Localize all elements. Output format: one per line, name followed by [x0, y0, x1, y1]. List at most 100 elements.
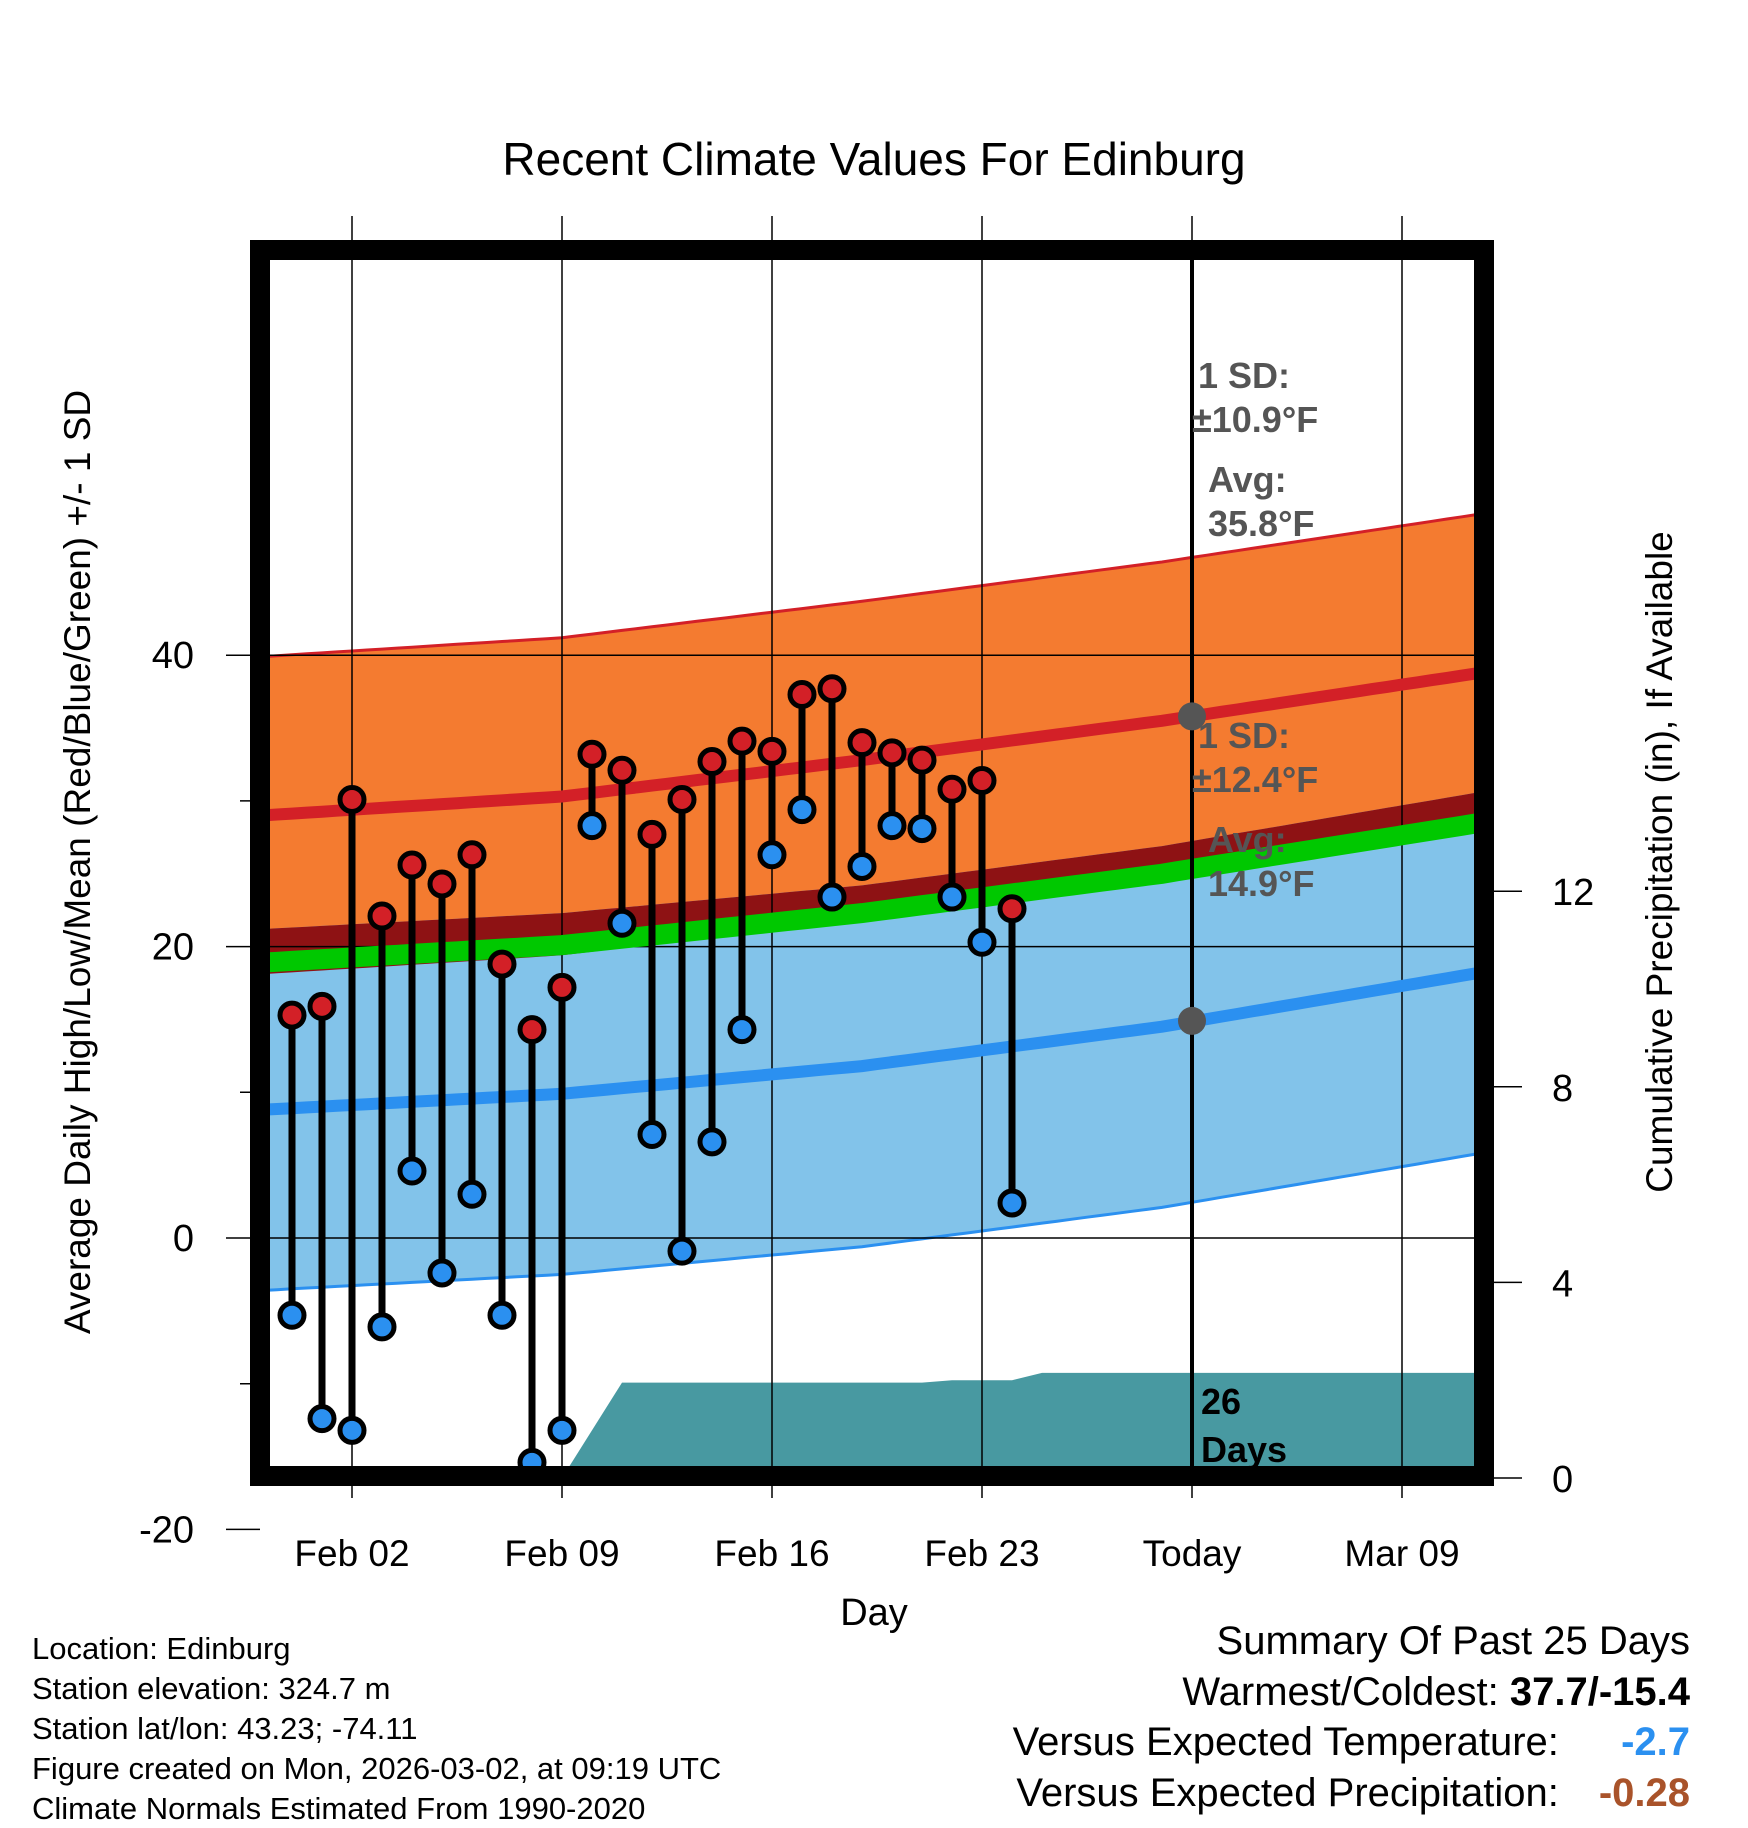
- obs-low-point: [787, 795, 817, 825]
- observations: [277, 674, 1027, 1477]
- low-avg-value: 14.9°F: [1208, 863, 1314, 904]
- obs-high-point: [397, 850, 427, 880]
- y2-axis-ticks: 0 4 8 12: [1484, 872, 1594, 1501]
- summary-temperature: Versus Expected Temperature: -2.7: [1013, 1722, 1690, 1762]
- info-created: Figure created on Mon, 2026-03-02, at 09…: [32, 1751, 722, 1786]
- y2-tick-label: 4: [1552, 1263, 1573, 1305]
- obs-low-point: [667, 1236, 697, 1266]
- obs-high-point: [757, 736, 787, 766]
- info-elevation: Station elevation: 324.7 m: [32, 1671, 391, 1706]
- y-tick-label: -20: [139, 1509, 194, 1551]
- obs-high-point: [547, 972, 577, 1002]
- plot-frame: [250, 240, 1494, 1486]
- summary-precipitation-value: -0.28: [1598, 1771, 1690, 1815]
- info-latlon: Station lat/lon: 43.23; -74.11: [32, 1711, 418, 1746]
- low-sd-label: 1 SD:: [1198, 715, 1290, 756]
- obs-low-point: [997, 1188, 1027, 1218]
- summary-temperature-label: Versus Expected Temperature:: [1012, 1720, 1559, 1764]
- obs-high-point: [577, 739, 607, 769]
- obs-high-point: [697, 747, 727, 777]
- obs-high-point: [997, 894, 1027, 924]
- obs-high-point: [877, 738, 907, 768]
- summary-warmest-label: Warmest/Coldest:: [1182, 1670, 1499, 1714]
- obs-high-point: [937, 774, 967, 804]
- y-axis-label: Average Daily High/Low/Mean (Red/Blue/Gr…: [57, 390, 98, 1334]
- obs-high-point: [457, 840, 487, 870]
- y-tick-label: 0: [173, 1218, 194, 1260]
- obs-high-point: [817, 674, 847, 704]
- high-annotation: 1 SD: ±10.9°F Avg: 35.8°F: [1192, 355, 1318, 544]
- obs-low-point: [307, 1404, 337, 1434]
- summary-precipitation: Versus Expected Precipitation: -0.28: [1016, 1773, 1690, 1813]
- low-sd-value: ±12.4°F: [1192, 759, 1318, 800]
- obs-low-point: [457, 1179, 487, 1209]
- obs-high-point: [607, 755, 637, 785]
- obs-low-point: [367, 1312, 397, 1342]
- high-sd-label: 1 SD:: [1198, 355, 1290, 396]
- obs-low-point: [727, 1015, 757, 1045]
- y-tick-label: 20: [152, 927, 194, 969]
- y2-tick-label: 0: [1552, 1459, 1573, 1501]
- high-low-band-overlap: [262, 791, 1484, 975]
- info-normals: Climate Normals Estimated From 1990-2020: [32, 1791, 646, 1826]
- summary-warmest-value: 37.7/-15.4: [1509, 1670, 1690, 1714]
- obs-low-point: [277, 1300, 307, 1330]
- chart-title: Recent Climate Values For Edinburg: [502, 133, 1245, 185]
- obs-low-point: [967, 927, 997, 957]
- normal-low-lower-edge: [261, 1151, 1484, 1292]
- obs-high-point: [307, 991, 337, 1021]
- obs-low-point: [877, 811, 907, 841]
- obs-low-point: [547, 1415, 577, 1445]
- info-location: Location: Edinburg: [32, 1631, 291, 1666]
- summary-precipitation-label: Versus Expected Precipitation:: [1016, 1771, 1559, 1815]
- summary-temperature-value: -2.7: [1621, 1720, 1690, 1764]
- x-tick-label: Feb 09: [504, 1533, 619, 1574]
- obs-low-point: [337, 1415, 367, 1445]
- obs-high-point: [277, 1000, 307, 1030]
- obs-high-point: [847, 728, 877, 758]
- summary-title: Summary Of Past 25 Days: [1216, 1619, 1690, 1663]
- y-tick-label: 40: [152, 635, 194, 677]
- obs-low-point: [607, 908, 637, 938]
- obs-low-point: [637, 1120, 667, 1150]
- obs-low-point: [757, 840, 787, 870]
- obs-low-point: [427, 1258, 457, 1288]
- x-tick-label: Feb 16: [714, 1533, 829, 1574]
- obs-high-point: [787, 680, 817, 710]
- cumulative-precipitation-area: [563, 1372, 1484, 1476]
- obs-low-point: [577, 811, 607, 841]
- normal-high-upper-edge: [261, 511, 1484, 659]
- high-avg-value: 35.8°F: [1208, 503, 1314, 544]
- precip-days-word: Days: [1201, 1429, 1287, 1470]
- obs-high-point: [967, 766, 997, 796]
- obs-high-point: [487, 949, 517, 979]
- today-low-avg-marker: [1178, 1006, 1206, 1035]
- obs-high-point: [907, 745, 937, 775]
- x-tick-label: Feb 02: [294, 1533, 409, 1574]
- obs-low-point: [697, 1127, 727, 1157]
- obs-low-point: [487, 1300, 517, 1330]
- low-avg-label: Avg:: [1208, 819, 1287, 860]
- obs-low-point: [397, 1156, 427, 1186]
- obs-low-point: [907, 814, 937, 844]
- x-tick-label: Feb 23: [924, 1533, 1039, 1574]
- x-axis-ticks: Feb 02 Feb 09 Feb 16 Feb 23 Today Mar 09: [294, 216, 1460, 1574]
- obs-high-point: [727, 726, 757, 756]
- summary-warmest: Warmest/Coldest: 37.7/-15.4: [1182, 1672, 1690, 1712]
- obs-high-point: [667, 784, 697, 814]
- low-annotation: 1 SD: ±12.4°F Avg: 14.9°F: [1192, 715, 1318, 904]
- x-tick-label: Mar 09: [1344, 1533, 1459, 1574]
- y2-axis-label: Cumulative Precipitation (in), If Availa…: [1639, 531, 1680, 1193]
- obs-high-point: [337, 784, 367, 814]
- x-tick-label: Today: [1143, 1533, 1242, 1574]
- obs-high-point: [637, 819, 667, 849]
- obs-low-point: [817, 882, 847, 912]
- obs-high-point: [367, 901, 397, 931]
- y2-tick-label: 12: [1552, 872, 1594, 914]
- obs-high-point: [517, 1015, 547, 1045]
- x-axis-label: Day: [840, 1592, 908, 1634]
- precip-days-annotation: 26 Days: [1201, 1381, 1287, 1470]
- obs-low-point: [847, 851, 877, 881]
- obs-high-point: [427, 869, 457, 899]
